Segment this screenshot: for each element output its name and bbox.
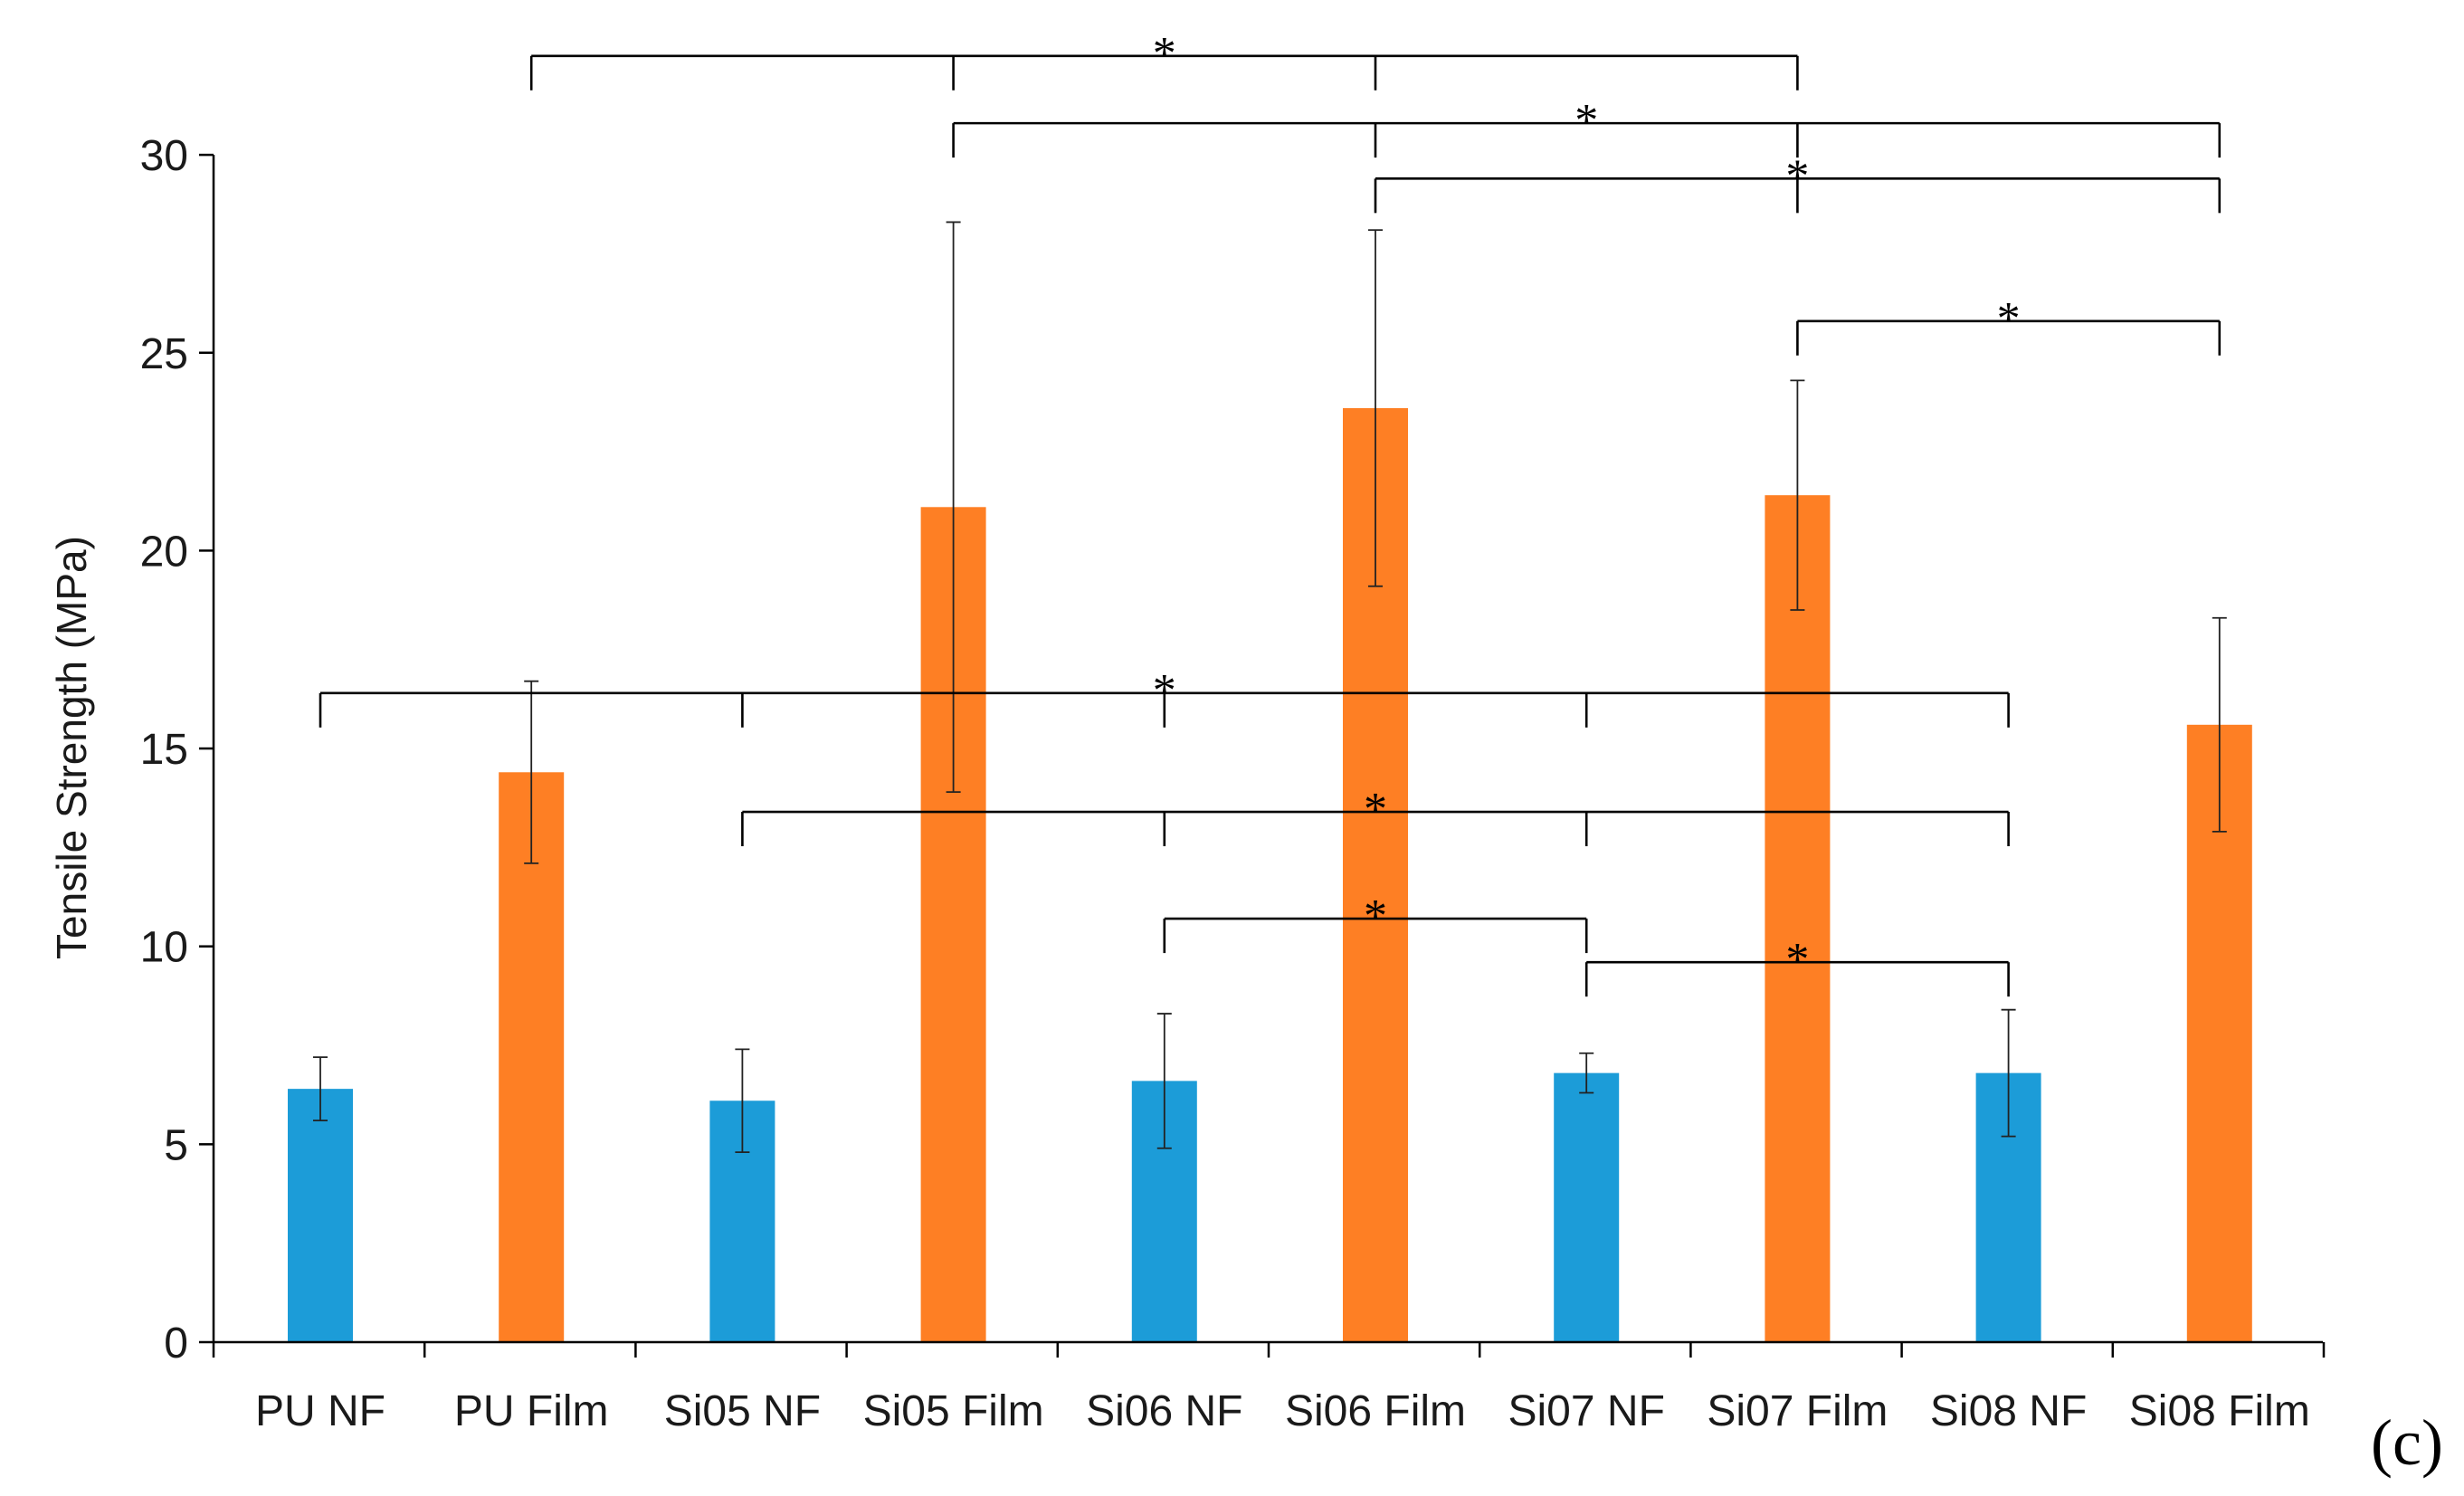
bar-pu-nf — [288, 1089, 353, 1342]
panel-label: (c) — [2371, 1406, 2443, 1479]
bar-si07-film — [1765, 495, 1831, 1342]
error-bar-si07-nf — [1579, 1052, 1594, 1094]
y-tick-label: 0 — [164, 1320, 188, 1367]
error-bar-si05-nf — [735, 1048, 750, 1153]
x-tick-label: Si07 NF — [1508, 1387, 1665, 1435]
error-bar-si05-film — [946, 221, 961, 794]
x-tick-label: Si07 Film — [1707, 1387, 1888, 1435]
error-bars-layer — [313, 221, 2227, 1153]
significance-bracket-2: * — [952, 95, 2221, 158]
bar-si07-nf — [1554, 1072, 1620, 1342]
y-tick-label: 15 — [140, 726, 188, 774]
error-bar-si06-film — [1368, 229, 1383, 587]
significance-brackets-layer: * * * * * * * * — [319, 28, 2221, 997]
error-bar-si08-nf — [2001, 1008, 2016, 1138]
significance-bracket-1: * — [529, 28, 1799, 91]
significance-star: * — [1364, 891, 1387, 942]
y-axis-title: Tensile Strength (MPa) — [48, 536, 95, 959]
x-tick-label: Si06 Film — [1285, 1387, 1466, 1435]
error-bar-si07-film — [1790, 379, 1805, 611]
significance-bracket-7: * — [1163, 891, 1588, 954]
error-bar-si08-film — [2212, 616, 2227, 833]
error-bar-pu-film — [524, 680, 539, 864]
significance-star: * — [1574, 95, 1598, 147]
error-bar-pu-nf — [313, 1056, 328, 1122]
significance-bracket-5: * — [319, 665, 2010, 728]
significance-star: * — [1153, 28, 1176, 80]
x-tick-label: Si08 Film — [2129, 1387, 2310, 1435]
x-tick-label: Si06 NF — [1086, 1387, 1242, 1435]
x-tick-label: PU Film — [454, 1387, 609, 1435]
significance-bracket-8: * — [1584, 934, 2010, 997]
y-tick-label: 20 — [140, 528, 188, 576]
significance-bracket-3: * — [1374, 150, 2221, 214]
y-tick-label: 25 — [140, 330, 188, 378]
significance-star: * — [1153, 665, 1176, 717]
x-tick-label: Si05 Film — [863, 1387, 1044, 1435]
bars-layer — [288, 407, 2252, 1343]
axes-layer: 0 5 10 15 20 25 30 PU NF PU Film Si05 NF Si05 Film… — [140, 132, 2326, 1435]
significance-star: * — [1785, 150, 1809, 202]
y-tick-label: 5 — [164, 1121, 188, 1169]
significance-star: * — [1364, 784, 1387, 835]
bar-pu-film — [499, 772, 565, 1342]
x-tick-label: PU NF — [255, 1387, 385, 1435]
significance-star: * — [1785, 934, 1809, 986]
x-tick-label: Si05 NF — [664, 1387, 821, 1435]
significance-bracket-6: * — [741, 784, 2010, 847]
significance-bracket-4: * — [1796, 293, 2221, 356]
error-bar-si06-nf — [1156, 1013, 1172, 1149]
x-tick-label: Si08 NF — [1930, 1387, 2087, 1435]
significance-star: * — [1997, 293, 2021, 345]
y-tick-label: 30 — [140, 132, 188, 180]
y-tick-label: 10 — [140, 924, 188, 972]
